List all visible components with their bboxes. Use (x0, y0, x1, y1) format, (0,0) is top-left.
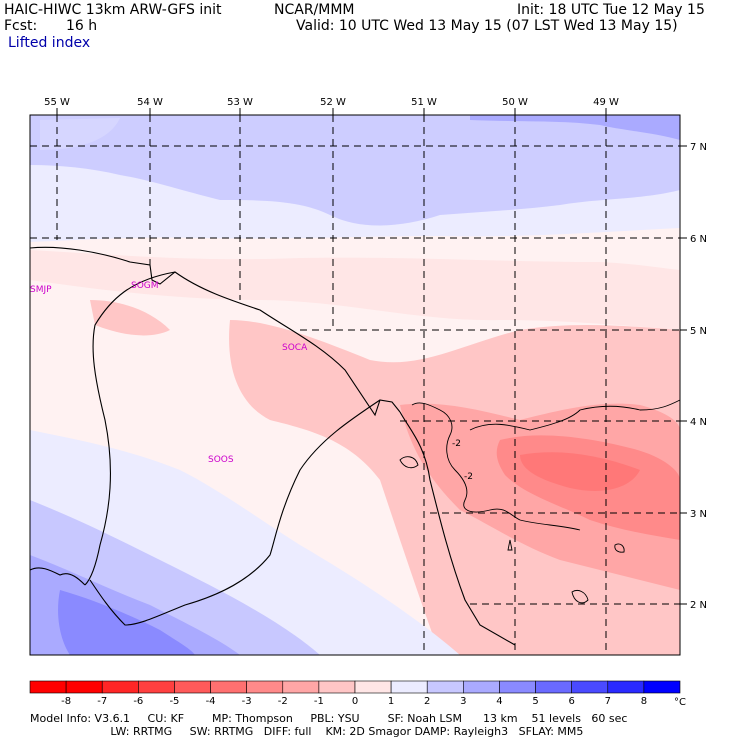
colorbar-swatch (246, 680, 284, 694)
colorbar-tick-label: -7 (97, 696, 107, 707)
colorbar-tick-label: 0 (352, 696, 358, 707)
station-label: SOCA (282, 343, 308, 353)
colorbar-swatch (390, 680, 428, 694)
colorbar-tick-label: -3 (242, 696, 252, 707)
forecast-hour: 16 h (66, 18, 98, 34)
station-label: SMJP (30, 285, 52, 295)
map-frame (29, 114, 681, 656)
colorbar-swatch (138, 680, 175, 694)
colorbar-swatch (643, 680, 681, 694)
init-time: Init: 18 UTC Tue 12 May 15 (517, 2, 705, 18)
lat-lon-grid (30, 115, 680, 655)
colorbar-tick-label: 3 (460, 696, 466, 707)
coastline-borders (29, 246, 516, 646)
forecast-label: Fcst: (4, 18, 38, 34)
lon-label: 55 W (44, 97, 70, 108)
contour-label: -2 (452, 439, 461, 449)
colorbar-swatch (607, 680, 645, 694)
colorbar-swatch (426, 680, 464, 694)
colorbar-tick-label: 7 (605, 696, 611, 707)
colorbar-swatch (101, 680, 139, 694)
lon-label: 51 W (411, 97, 437, 108)
lon-label: 49 W (593, 97, 619, 108)
lat-label: 2 N (690, 600, 707, 611)
colorbar-tick-label: -5 (169, 696, 179, 707)
colorbar-swatch (29, 680, 67, 694)
lat-label: 6 N (690, 234, 707, 245)
colorbar-tick-label: -1 (314, 696, 324, 707)
valid-time: Valid: 10 UTC Wed 13 May 15 (07 LST Wed … (296, 18, 678, 34)
colorbar-tick-label: 8 (641, 696, 647, 707)
colorbar-swatch (463, 680, 500, 694)
colorbar-tick-label: -2 (278, 696, 288, 707)
station-label: SOOS (208, 455, 234, 465)
field-name: Lifted index (8, 35, 91, 51)
axis-ticks (56, 108, 687, 605)
colorbar-tick-label: 1 (388, 696, 394, 707)
lat-label: 5 N (690, 326, 707, 337)
colorbar-swatch (210, 680, 247, 694)
lon-label: 50 W (502, 97, 528, 108)
lat-label: 7 N (690, 142, 707, 153)
lat-label: 3 N (690, 509, 707, 520)
org-label: NCAR/MMM (274, 2, 355, 18)
colorbar-tick-label: 6 (568, 696, 574, 707)
model-info-line2: LW: RRTMG SW: RRTMG DIFF: full KM: 2D Sm… (30, 725, 584, 738)
colorbar-swatch (535, 680, 572, 694)
station-label: SOGM (131, 281, 159, 291)
colorbar-tick-label: 4 (496, 696, 502, 707)
colorbar-tick-label: -4 (206, 696, 216, 707)
colorbar-tick-label: 5 (532, 696, 538, 707)
lon-label: 53 W (227, 97, 253, 108)
lat-label: 4 N (690, 417, 707, 428)
lon-label: 52 W (320, 97, 346, 108)
contour-lines (399, 399, 681, 604)
model-info-line1: Model Info: V3.6.1 CU: KF MP: Thompson P… (30, 712, 628, 725)
colorbar: -8 -7 -6 -5 -4 -3 -2 -1 0 1 2 3 4 5 6 7 8 (29, 680, 681, 707)
colorbar-swatch (318, 680, 356, 694)
colorbar-swatch (499, 680, 536, 694)
colorbar-tick-label: -6 (133, 696, 143, 707)
colorbar-swatch (65, 680, 103, 694)
lon-label: 54 W (137, 97, 163, 108)
colorbar-swatch (174, 680, 211, 694)
contour-label: -2 (464, 472, 473, 482)
colorbar-tick-label: 2 (424, 696, 430, 707)
colorbar-unit: °C (674, 697, 686, 708)
colorbar-swatch (571, 680, 609, 694)
shaded-field (30, 115, 680, 655)
model-title: HAIC-HIWC 13km ARW-GFS init (4, 2, 222, 18)
colorbar-tick-label: -8 (61, 696, 71, 707)
colorbar-swatch (282, 680, 320, 694)
colorbar-swatch (354, 680, 392, 694)
